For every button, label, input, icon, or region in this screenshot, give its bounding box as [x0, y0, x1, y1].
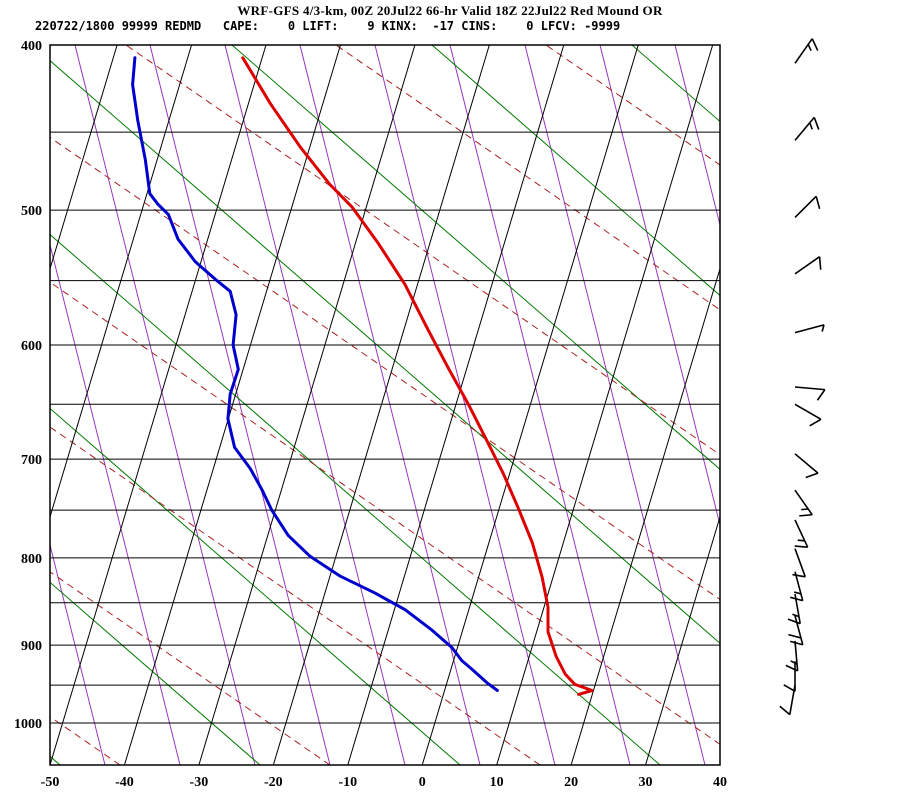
temperature-curve	[241, 56, 594, 696]
x-tick-label: 10	[490, 775, 504, 790]
x-tick-label: 30	[639, 775, 653, 790]
dewpoint-curve	[131, 56, 499, 692]
isotherm-lines	[50, 45, 720, 765]
y-tick-label: 400	[21, 39, 42, 54]
y-tick-label: 600	[21, 339, 42, 354]
y-tick-label: 700	[21, 453, 42, 468]
mixing-ratio-lines	[50, 45, 720, 765]
y-tick-label: 900	[21, 639, 42, 654]
x-tick-label: 0	[419, 775, 426, 790]
chart-stats-line: 220722/1800 99999 REDMD CAPE: 0 LIFT: 9 …	[35, 19, 621, 33]
x-tick-label: 20	[564, 775, 578, 790]
y-tick-label: 500	[21, 204, 42, 219]
x-tick-label: -20	[264, 775, 283, 790]
wind-barbs	[779, 38, 826, 716]
y-axis-labels: 400 500 600 700 800 900 1000	[14, 39, 42, 732]
moist-adiabat-lines	[50, 45, 720, 765]
x-tick-label: -30	[190, 775, 209, 790]
pressure-lines	[50, 45, 720, 724]
y-tick-label: 800	[21, 552, 42, 567]
chart-title: WRF-GFS 4/3-km, 00Z 20Jul22 66-hr Valid …	[237, 3, 663, 18]
y-tick-label: 1000	[14, 717, 42, 732]
background-lines	[50, 45, 720, 765]
dry-adiabat-lines	[50, 45, 720, 765]
x-axis-labels: -50 -40 -30 -20 -10 0 10 20 30 40	[41, 775, 727, 790]
x-tick-label: -10	[338, 775, 357, 790]
x-tick-label: -40	[115, 775, 134, 790]
x-tick-label: -50	[41, 775, 60, 790]
x-tick-label: 40	[713, 775, 727, 790]
plot-border	[49, 44, 721, 766]
